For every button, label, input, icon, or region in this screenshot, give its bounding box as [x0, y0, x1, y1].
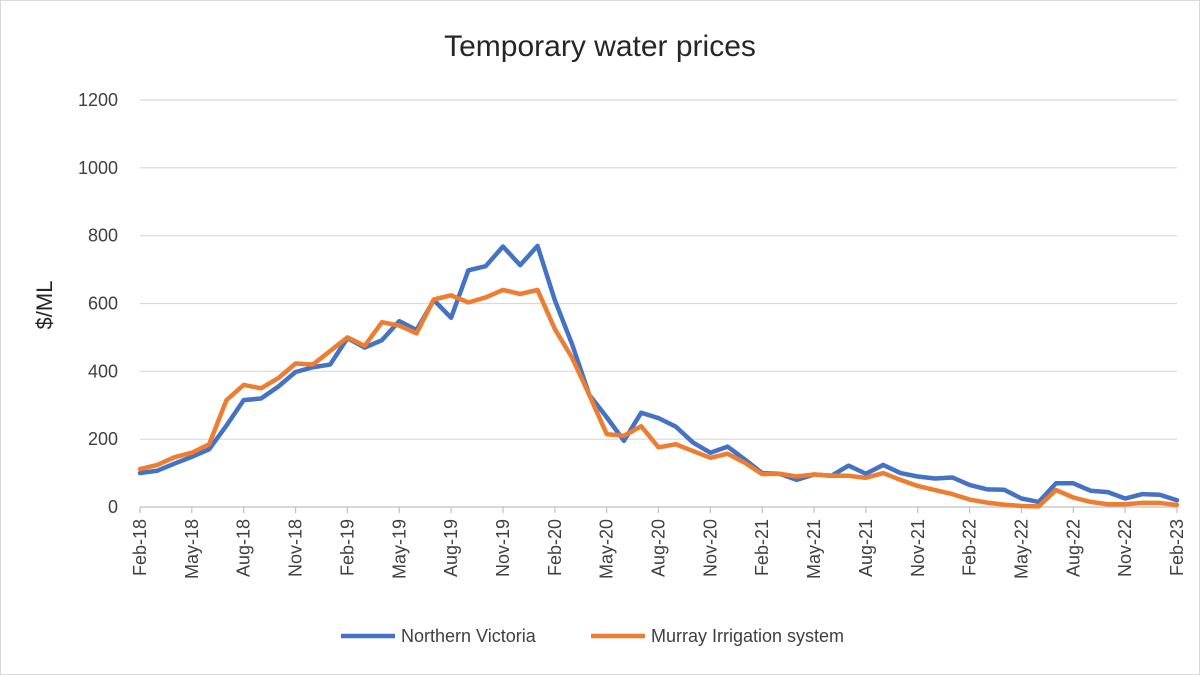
y-tick-label: 1200 — [78, 90, 118, 110]
series-line-1 — [137, 287, 1180, 509]
x-tick-label: May-21 — [804, 519, 824, 579]
x-tick-label: Aug-18 — [234, 519, 254, 577]
x-tick-label: Aug-19 — [441, 519, 461, 577]
legend-label-0: Northern Victoria — [401, 626, 537, 646]
x-tick-label: Feb-23 — [1167, 519, 1187, 576]
x-tick-label: Feb-21 — [752, 519, 772, 576]
x-tick-label: Nov-22 — [1115, 519, 1135, 577]
x-axis-ticks: Feb-18 May-18 Aug-18 Nov-18 Feb-19 May-19 Aug-… — [130, 507, 1187, 579]
gridlines — [140, 99, 1177, 508]
y-axis-ticks: 0 200 400 600 800 1000 1200 — [78, 90, 118, 517]
legend: Northern Victoria Murray Irrigation syste… — [341, 626, 844, 646]
x-tick-label: Aug-20 — [649, 519, 669, 577]
x-tick-label: Feb-18 — [130, 519, 150, 576]
x-tick-label: Nov-19 — [493, 519, 513, 577]
x-tick-label: Feb-19 — [337, 519, 357, 576]
x-tick-label: May-22 — [1011, 519, 1031, 579]
x-tick-label: Aug-21 — [856, 519, 876, 577]
series-line-0 — [137, 243, 1180, 505]
series-lines — [137, 243, 1180, 509]
y-tick-label: 200 — [88, 429, 118, 449]
y-tick-label: 800 — [88, 226, 118, 246]
x-tick-label: May-19 — [389, 519, 409, 579]
chart-title: Temporary water prices — [444, 30, 756, 63]
y-tick-label: 600 — [88, 294, 118, 314]
x-tick-label: Feb-20 — [545, 519, 565, 576]
y-tick-label: 1000 — [78, 158, 118, 178]
x-tick-label: May-18 — [182, 519, 202, 579]
x-tick-label: Nov-21 — [908, 519, 928, 577]
x-tick-label: Nov-20 — [700, 519, 720, 577]
x-tick-label: Aug-22 — [1063, 519, 1083, 577]
y-axis-title: $/ML — [32, 281, 57, 330]
legend-label-1: Murray Irrigation system — [651, 626, 844, 646]
x-tick-label: May-20 — [597, 519, 617, 579]
y-tick-label: 0 — [108, 497, 118, 517]
x-tick-label: Nov-18 — [286, 519, 306, 577]
x-tick-label: Feb-22 — [960, 519, 980, 576]
y-tick-label: 400 — [88, 361, 118, 381]
